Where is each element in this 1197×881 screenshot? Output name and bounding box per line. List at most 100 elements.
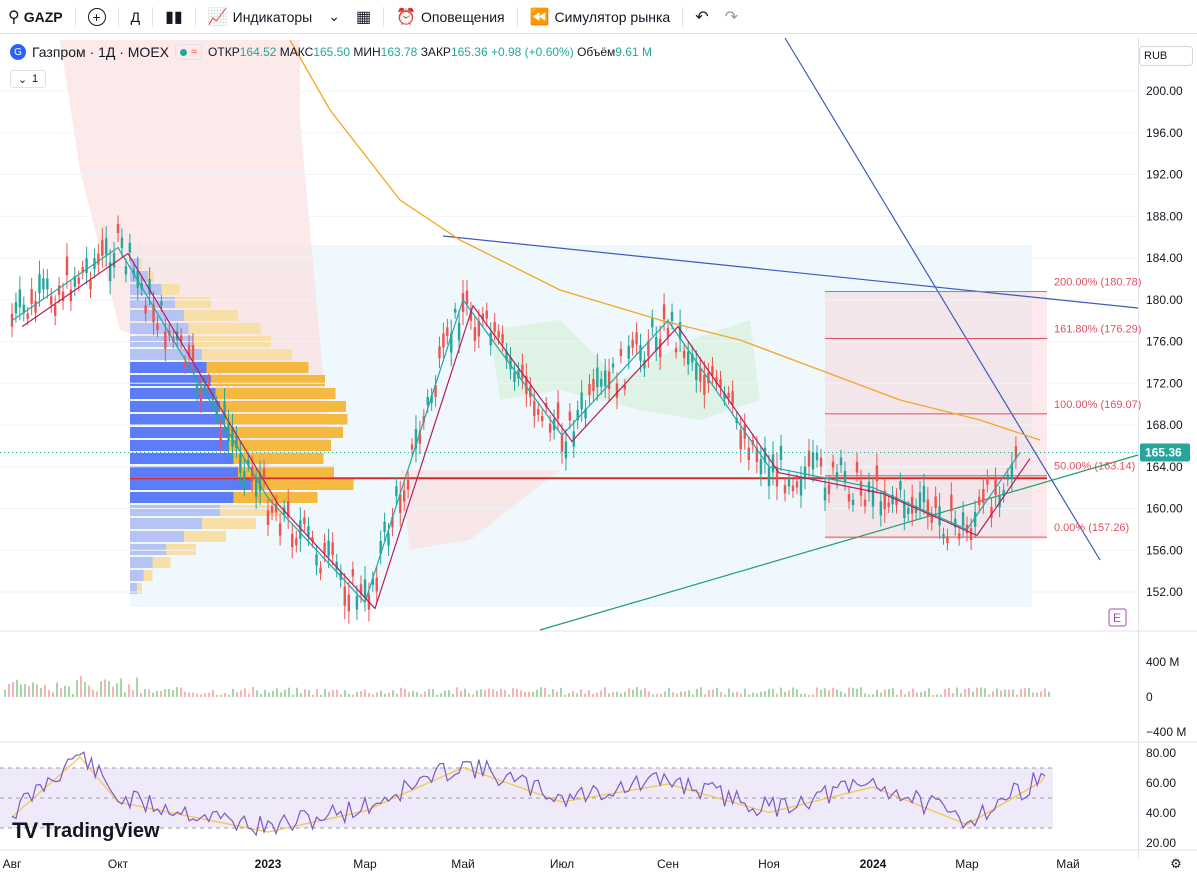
- candle-body: [568, 411, 572, 421]
- candle-body: [674, 348, 678, 353]
- candle-body: [603, 370, 607, 387]
- volume-bar: [284, 689, 286, 697]
- market-open-dot-icon: [180, 48, 187, 56]
- ma-short-line: [11, 246, 1021, 604]
- fib-level-label: 50.00% (163.14): [1054, 461, 1135, 473]
- market-status-pill[interactable]: ≈: [175, 44, 203, 60]
- volume-bar: [88, 685, 90, 697]
- candle-body: [323, 542, 326, 553]
- volume-bar: [616, 691, 618, 697]
- volume-bar: [1032, 692, 1034, 697]
- volume-bar: [192, 692, 194, 697]
- volume-bar: [324, 689, 326, 697]
- volume-bar: [596, 692, 598, 697]
- volume-bar: [1008, 689, 1010, 697]
- volume-bar: [316, 689, 318, 697]
- volume-bar: [136, 677, 138, 697]
- undo-button[interactable]: ↶: [687, 0, 716, 34]
- candle-body: [521, 364, 524, 379]
- volume-bar: [60, 688, 62, 697]
- volume-bar: [260, 693, 262, 697]
- candle-body: [918, 492, 922, 508]
- candle-body: [699, 368, 702, 382]
- currency-button[interactable]: RUB: [1139, 46, 1193, 66]
- candle-body: [335, 561, 338, 570]
- compare-button[interactable]: +: [80, 0, 114, 34]
- trend-line-resistance: [442, 235, 1139, 309]
- volume-profile-bar: [130, 518, 202, 529]
- volume-bar: [448, 690, 450, 697]
- volume-bar: [240, 690, 242, 697]
- pane-toggle-button[interactable]: ⌄ 1: [10, 70, 46, 88]
- volume-bar: [944, 688, 946, 697]
- volume-profile-bar: [206, 362, 309, 373]
- candle-body: [14, 302, 18, 314]
- layouts-button[interactable]: ▦: [348, 0, 379, 34]
- candle-body: [687, 351, 690, 365]
- volume-value: 9.61 M: [615, 45, 652, 59]
- chart-type-button[interactable]: ▮▮: [157, 0, 191, 34]
- candle-body: [327, 540, 330, 557]
- candle-body: [247, 460, 250, 466]
- candle-body: [635, 332, 638, 345]
- volume-tick-label: 400 M: [1146, 655, 1179, 669]
- candle-body: [65, 256, 69, 276]
- candle-body: [615, 383, 619, 398]
- volume-bar: [604, 687, 606, 697]
- interval-button[interactable]: Д: [130, 8, 141, 25]
- redo-button[interactable]: ↷: [717, 0, 746, 34]
- volume-bar: [912, 688, 914, 697]
- fib-level-label: 0.00% (157.26): [1054, 522, 1129, 534]
- volume-bar: [680, 691, 682, 697]
- volume-bar: [40, 687, 42, 697]
- candle-body: [219, 428, 222, 442]
- volume-bar: [28, 686, 30, 697]
- last-price-badge: [1140, 443, 1190, 462]
- volume-bar: [916, 692, 918, 697]
- volume-bar: [508, 694, 510, 697]
- volume-profile-bar: [137, 583, 142, 594]
- indicators-dropdown[interactable]: ⌄: [320, 0, 348, 34]
- candle-body: [541, 416, 544, 422]
- candle-body: [258, 473, 262, 492]
- candle-body: [517, 370, 520, 379]
- candle-body: [199, 387, 203, 402]
- volume-bar: [688, 690, 690, 697]
- candle-body: [406, 480, 410, 490]
- candle-body: [363, 579, 367, 599]
- volume-profile-bar: [220, 505, 286, 516]
- candle-body: [112, 253, 116, 268]
- volume-bar: [900, 689, 902, 697]
- ichimoku-cloud-red: [400, 470, 560, 550]
- candle-body: [391, 517, 394, 528]
- candle-body: [243, 471, 246, 486]
- candle-body: [611, 363, 615, 368]
- volume-bar: [408, 692, 410, 697]
- volume-bar: [360, 691, 362, 697]
- volume-bar: [428, 689, 430, 697]
- candle-body: [183, 361, 187, 368]
- volume-bar: [496, 691, 498, 697]
- volume-profile-bar: [215, 388, 336, 399]
- symbol-search[interactable]: ⚲ GAZP: [0, 0, 71, 34]
- volume-bar: [44, 684, 46, 697]
- volume-bar: [788, 690, 790, 697]
- volume-bar: [784, 691, 786, 697]
- volume-bar: [248, 693, 250, 697]
- candle-body: [1010, 463, 1014, 480]
- alerts-button[interactable]: ⏰ Оповещения: [388, 0, 513, 34]
- candle-body: [303, 517, 306, 524]
- volume-bar: [904, 694, 906, 697]
- candle-body: [1014, 446, 1018, 459]
- indicators-button[interactable]: 📈 Индикаторы: [200, 0, 321, 34]
- earnings-badge-label: E: [1113, 611, 1121, 625]
- volume-bar: [344, 690, 346, 697]
- candle-body: [89, 280, 92, 290]
- volume-bar: [452, 694, 454, 697]
- volume-bar: [164, 689, 166, 697]
- candle-body: [691, 353, 694, 363]
- replay-button[interactable]: ⏪ Симулятор рынка: [522, 0, 679, 34]
- legend-symbol-name[interactable]: Газпром · 1Д · MOEX: [32, 44, 169, 60]
- volume-bar: [692, 694, 694, 697]
